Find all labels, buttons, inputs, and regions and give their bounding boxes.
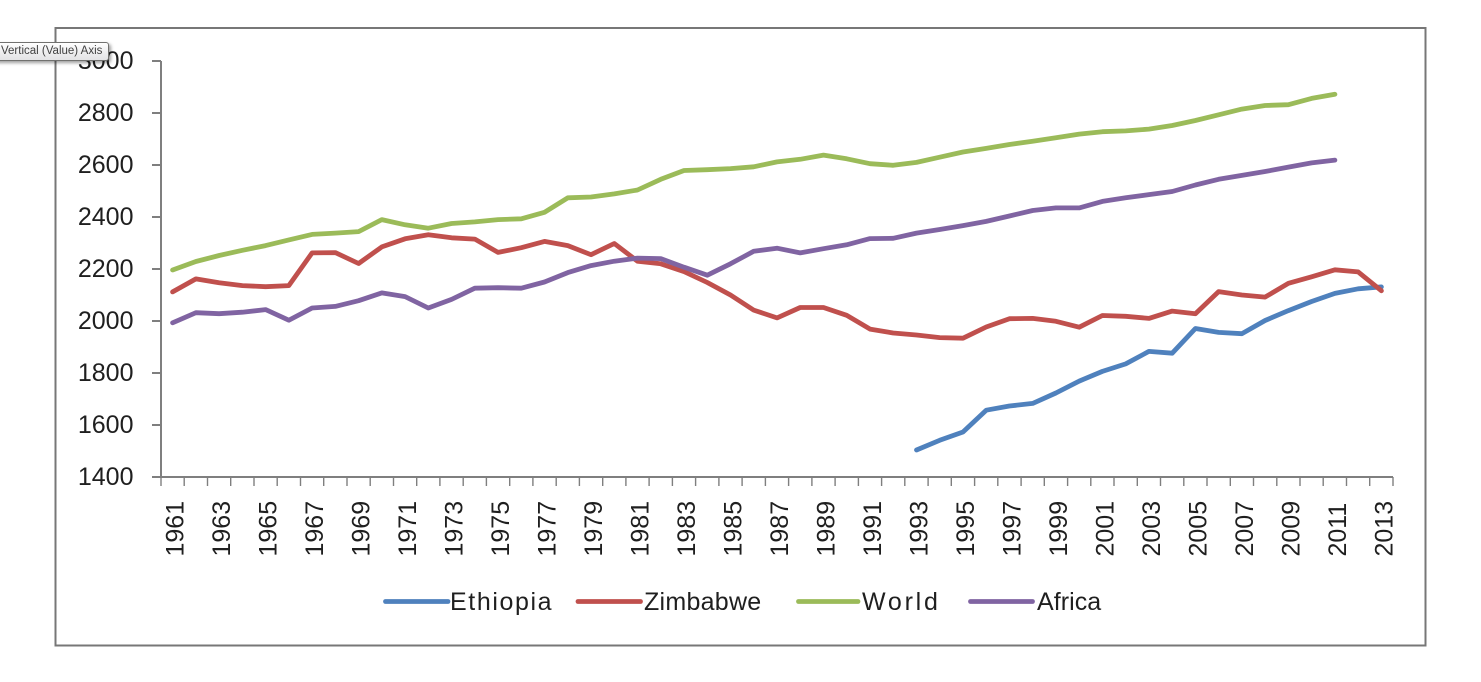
svg-text:1999: 1999 — [1045, 501, 1073, 557]
svg-text:2800: 2800 — [78, 99, 134, 127]
svg-text:1989: 1989 — [813, 501, 841, 557]
svg-text:1995: 1995 — [952, 501, 980, 557]
svg-text:2005: 2005 — [1184, 501, 1212, 557]
svg-text:1965: 1965 — [255, 501, 283, 557]
svg-text:1973: 1973 — [441, 501, 469, 557]
svg-text:1985: 1985 — [720, 501, 748, 557]
svg-text:2009: 2009 — [1277, 501, 1305, 557]
svg-text:2000: 2000 — [78, 307, 134, 335]
svg-text:1977: 1977 — [534, 501, 562, 557]
svg-text:2013: 2013 — [1370, 501, 1398, 557]
svg-text:1993: 1993 — [906, 501, 934, 557]
svg-text:1969: 1969 — [348, 501, 376, 557]
svg-text:1987: 1987 — [766, 501, 794, 557]
svg-text:1979: 1979 — [580, 501, 608, 557]
svg-text:1983: 1983 — [673, 501, 701, 557]
svg-text:1967: 1967 — [301, 501, 329, 557]
svg-text:1600: 1600 — [78, 411, 134, 439]
svg-text:1975: 1975 — [487, 501, 515, 557]
svg-text:World: World — [862, 588, 941, 616]
svg-text:2200: 2200 — [78, 255, 134, 283]
svg-text:1963: 1963 — [208, 501, 236, 557]
svg-text:2400: 2400 — [78, 203, 134, 231]
svg-text:2001: 2001 — [1091, 501, 1119, 557]
svg-text:Ethiopia: Ethiopia — [450, 588, 553, 616]
svg-text:2011: 2011 — [1324, 503, 1352, 557]
svg-text:Africa: Africa — [1037, 588, 1101, 616]
svg-text:1991: 1991 — [859, 501, 887, 557]
svg-text:2600: 2600 — [78, 151, 134, 179]
svg-text:1961: 1961 — [162, 501, 190, 557]
svg-text:1997: 1997 — [998, 501, 1026, 557]
svg-text:2003: 2003 — [1138, 501, 1166, 557]
svg-text:1400: 1400 — [78, 463, 134, 491]
svg-text:1981: 1981 — [627, 501, 655, 557]
svg-text:1971: 1971 — [394, 501, 422, 557]
svg-text:Zimbabwe: Zimbabwe — [644, 588, 761, 616]
svg-text:1800: 1800 — [78, 359, 134, 387]
svg-text:2007: 2007 — [1231, 501, 1259, 557]
